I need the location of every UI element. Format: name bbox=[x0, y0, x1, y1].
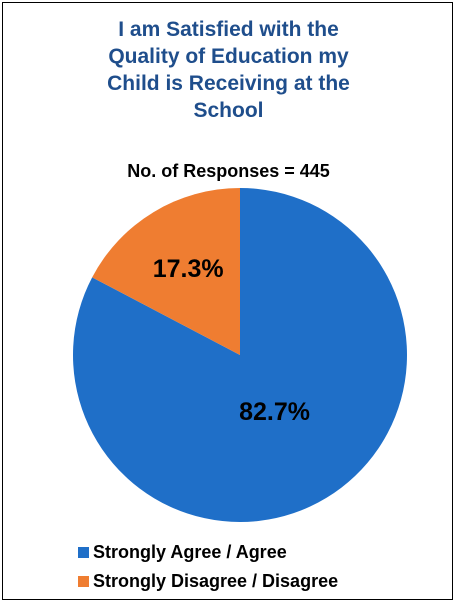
data-label-disagree: 17.3% bbox=[153, 255, 224, 283]
chart-legend: Strongly Agree / Agree Strongly Disagree… bbox=[78, 538, 338, 596]
chart-title: I am Satisfied with the Quality of Educa… bbox=[0, 16, 457, 124]
legend-item-disagree: Strongly Disagree / Disagree bbox=[78, 567, 338, 596]
pie-slice-disagree bbox=[92, 188, 240, 355]
legend-label-agree: Strongly Agree / Agree bbox=[93, 542, 287, 562]
chart-title-line: School bbox=[193, 99, 264, 122]
chart-title-line: Child is Receiving at the bbox=[107, 72, 350, 95]
legend-swatch-agree bbox=[78, 547, 89, 558]
legend-swatch-disagree bbox=[78, 576, 89, 587]
legend-item-agree: Strongly Agree / Agree bbox=[78, 538, 338, 567]
chart-subtitle: No. of Responses = 445 bbox=[127, 161, 330, 181]
legend-label-disagree: Strongly Disagree / Disagree bbox=[93, 571, 339, 591]
data-label-agree: 82.7% bbox=[239, 398, 310, 426]
chart-title-line: Quality of Education my bbox=[108, 45, 349, 68]
chart-title-line: I am Satisfied with the bbox=[118, 18, 339, 41]
